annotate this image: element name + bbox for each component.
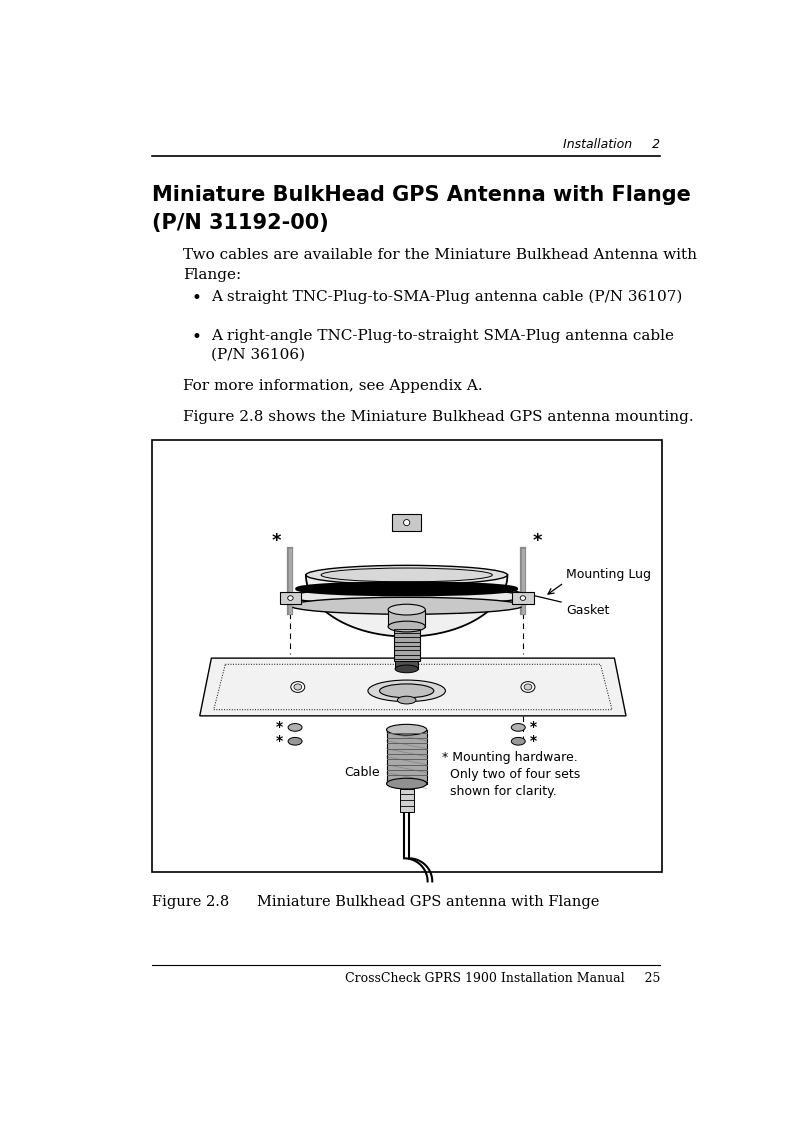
Bar (512, 592, 534, 604)
Ellipse shape (404, 519, 409, 526)
Text: *: * (530, 721, 537, 734)
Text: A straight TNC-Plug-to-SMA-Plug antenna cable (P/N 36107): A straight TNC-Plug-to-SMA-Plug antenna … (211, 290, 683, 305)
Text: Miniature BulkHead GPS Antenna with Flange: Miniature BulkHead GPS Antenna with Flan… (152, 185, 691, 204)
Ellipse shape (287, 595, 293, 601)
Ellipse shape (379, 684, 434, 697)
Ellipse shape (386, 724, 427, 735)
Bar (386, 730, 427, 784)
Ellipse shape (294, 684, 302, 691)
Polygon shape (306, 575, 508, 637)
Bar (280, 592, 301, 604)
Ellipse shape (388, 621, 425, 632)
Ellipse shape (288, 723, 302, 731)
Ellipse shape (288, 738, 302, 745)
Text: *: * (532, 532, 542, 550)
Text: (P/N 31192-00): (P/N 31192-00) (152, 213, 329, 233)
Text: For more information, see Appendix A.: For more information, see Appendix A. (183, 379, 482, 393)
Ellipse shape (521, 682, 535, 693)
Text: CrossCheck GPRS 1900 Installation Manual     25: CrossCheck GPRS 1900 Installation Manual… (345, 972, 660, 984)
Ellipse shape (398, 696, 416, 704)
Text: •: • (192, 290, 202, 307)
Ellipse shape (291, 682, 305, 693)
Ellipse shape (321, 568, 493, 582)
Text: *: * (276, 734, 283, 749)
Ellipse shape (368, 680, 445, 702)
Polygon shape (200, 658, 626, 716)
Bar (395, 661, 418, 669)
Text: * Mounting hardware.
  Only two of four sets
  shown for clarity.: * Mounting hardware. Only two of four se… (442, 751, 581, 797)
Bar (400, 789, 413, 812)
Ellipse shape (297, 583, 516, 595)
Ellipse shape (291, 589, 523, 605)
Ellipse shape (291, 597, 523, 614)
Text: Cable: Cable (345, 766, 380, 779)
Bar (152, 441, 661, 872)
Ellipse shape (512, 738, 525, 745)
Ellipse shape (306, 565, 508, 584)
Bar (291, 596, 523, 605)
Text: •: • (192, 328, 202, 345)
Ellipse shape (386, 778, 427, 789)
Ellipse shape (388, 604, 425, 615)
Text: Two cables are available for the Miniature Bulkhead Antenna with
Flange:: Two cables are available for the Miniatu… (183, 249, 697, 282)
Bar (392, 515, 421, 531)
Text: *: * (276, 721, 283, 734)
Ellipse shape (524, 684, 532, 691)
Text: A right-angle TNC-Plug-to-straight SMA-Plug antenna cable
(P/N 36106): A right-angle TNC-Plug-to-straight SMA-P… (211, 328, 674, 362)
Text: Figure 2.8      Miniature Bulkhead GPS antenna with Flange: Figure 2.8 Miniature Bulkhead GPS antenn… (152, 896, 599, 909)
Text: Gasket: Gasket (566, 604, 610, 618)
Ellipse shape (395, 665, 418, 673)
Text: Installation     2: Installation 2 (563, 139, 660, 151)
Text: Figure 2.8 shows the Miniature Bulkhead GPS antenna mounting.: Figure 2.8 shows the Miniature Bulkhead … (183, 410, 693, 424)
Text: Mounting Lug: Mounting Lug (566, 568, 651, 581)
Ellipse shape (512, 723, 525, 731)
Bar (394, 627, 420, 661)
Text: *: * (272, 532, 281, 550)
Text: *: * (530, 734, 537, 749)
Ellipse shape (520, 595, 526, 601)
Bar (388, 610, 425, 627)
